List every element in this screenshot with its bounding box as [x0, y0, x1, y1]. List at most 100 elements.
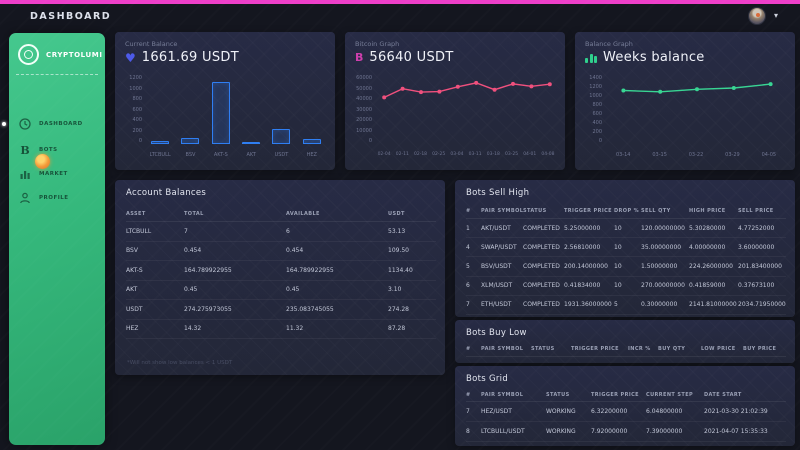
- x-tick: 03-18: [486, 152, 500, 157]
- cell: AKT-S: [126, 266, 143, 274]
- cell: 6.32200000: [591, 408, 628, 415]
- column-header: #: [466, 346, 471, 352]
- mini-bars-icon: [585, 53, 597, 63]
- y-tick: 20000: [356, 117, 372, 123]
- cell: COMPLETED: [523, 224, 560, 232]
- column-header: #: [466, 208, 471, 214]
- y-tick: 200: [132, 127, 142, 134]
- cell: 1931.36000000: [564, 301, 612, 309]
- cell: 0.45: [184, 286, 198, 294]
- card-label: Balance Graph: [585, 40, 633, 48]
- cell: 11.32: [286, 325, 304, 333]
- x-tick: AKT: [246, 152, 256, 158]
- bar-chart-icon: [20, 171, 30, 179]
- brand-name: CRYPTOLUMI: [46, 50, 103, 59]
- account-balances-table: ASSET TOTAL AVAILABLE USDT LTCBULL 7 6 53.13 BSV…: [126, 206, 436, 339]
- table-row: 4 SWAP/USDT COMPLETED 2.56810000 10 35.000000…: [466, 238, 786, 258]
- cell: 5.25000000: [564, 224, 601, 232]
- cell: 164.789922955: [286, 266, 334, 274]
- column-header: PAIR SYMBOL: [481, 391, 524, 398]
- column-header: TRIGGER PRICE: [571, 346, 619, 352]
- divider: [16, 74, 98, 75]
- cell: 2021-03-30 21:02:39: [704, 408, 768, 415]
- person-icon: [20, 192, 30, 204]
- sidebar-item-market[interactable]: MARKET: [9, 163, 105, 185]
- table-row: BSV 0.454 0.454 109.50: [126, 242, 436, 261]
- table-header-row: # PAIR SYMBOL STATUS TRIGGER PRICE INCR % BUY…: [466, 342, 786, 357]
- cell: HEZ/USDT: [481, 408, 512, 415]
- cell: 5.30280000: [689, 224, 726, 232]
- x-tick: 04-01: [523, 152, 537, 157]
- column-header: LOW PRICE: [701, 346, 736, 352]
- table-row: HEZ 14.32 11.32 87.28: [126, 320, 436, 339]
- cell: 7: [466, 301, 470, 309]
- table-row: 1 AKT/USDT COMPLETED 5.25000000 10 120.000000…: [466, 219, 786, 239]
- sidebar-item-bots[interactable]: B BOTS: [9, 139, 105, 161]
- cell: 274.28: [388, 305, 409, 313]
- cell: HEZ: [126, 325, 139, 333]
- cell: 7.92000000: [591, 428, 628, 435]
- table-header-row: ASSET TOTAL AVAILABLE USDT: [126, 206, 436, 222]
- cell: 6.04800000: [646, 408, 683, 415]
- x-tick: HEZ: [306, 152, 317, 158]
- cell: COMPLETED: [523, 282, 560, 290]
- x-tick: 03-29: [725, 152, 740, 158]
- cell: 7.39000000: [646, 428, 683, 435]
- panel-title: Bots Buy Low: [466, 328, 527, 338]
- chevron-down-icon[interactable]: ▾: [773, 11, 778, 20]
- column-header: CURRENT STEP: [646, 391, 694, 398]
- table-row: AKT-S 164.789922955 164.789922955 1134.40: [126, 261, 436, 281]
- x-axis: 02-04 02-11 02-18 02-25 03-04 03-11 03-18 03-25…: [375, 152, 557, 157]
- x-tick: 02-18: [413, 152, 428, 157]
- cell: 5: [614, 301, 618, 309]
- panel-title: Bots Grid: [466, 374, 509, 384]
- cell: 53.13: [388, 227, 406, 235]
- cell: SWAP/USDT: [481, 243, 517, 251]
- cell: 0.45: [286, 286, 300, 294]
- y-tick: 1000: [589, 93, 602, 99]
- column-header: TRIGGER PRICE: [564, 208, 612, 214]
- sidebar-item-label: DASHBOARD: [39, 121, 83, 127]
- cell: 274.275973055: [184, 305, 232, 313]
- cell: 35.00000000: [641, 243, 682, 251]
- sidebar-item-profile[interactable]: PROFILE: [9, 187, 105, 209]
- column-header: #: [466, 391, 471, 398]
- coin-icon: [35, 154, 50, 169]
- y-tick: 1400: [589, 75, 602, 81]
- sidebar-item-dashboard[interactable]: DASHBOARD: [9, 113, 105, 169]
- cell: 0.30000000: [641, 301, 678, 309]
- sidebar-item-label: MARKET: [39, 171, 68, 177]
- weeks-balance-line-chart: 1400 1200 1000 800 600 400 200 0 03-14 03-15 03-2…: [583, 75, 787, 159]
- cell: COMPLETED: [523, 301, 560, 309]
- sidebar-item-label: PROFILE: [39, 195, 69, 201]
- cell: 7: [466, 408, 470, 415]
- x-tick: 03-14: [615, 152, 631, 158]
- page-title: DASHBOARD: [30, 11, 112, 22]
- table-row: 8 LTCBULL/USDT WORKING 7.92000000 7.39000000…: [466, 422, 786, 442]
- column-header: BUY PRICE: [743, 346, 777, 352]
- y-tick: 10000: [356, 127, 372, 134]
- table-row: LTCBULL 7 6 53.13: [126, 222, 436, 242]
- bar: [242, 142, 261, 144]
- x-tick: 03-25: [504, 152, 519, 157]
- x-tick: LTCBULL: [149, 152, 171, 158]
- cell: AKT/USDT: [481, 224, 511, 232]
- line-plot: [621, 82, 773, 94]
- bitcoin-line-chart: 60000 50000 40000 30000 20000 10000 0 02-04 02-…: [353, 76, 557, 158]
- cell: 6: [286, 227, 290, 235]
- brand-row: CRYPTOLUMI: [9, 33, 105, 74]
- bitcoin-b-icon: B: [20, 143, 30, 157]
- y-axis: 1200 1000 800 600 400 200 0: [123, 76, 145, 144]
- cell: WORKING: [546, 408, 576, 415]
- balance-graph-card: Balance Graph Weeks balance 1400 1200 1000…: [575, 32, 795, 170]
- bitcoin-graph-card: Bitcoin Graph B 56640 USDT 60000 50000 400…: [345, 32, 565, 170]
- column-header: STATUS: [546, 391, 570, 398]
- bots-buy-low-table: # PAIR SYMBOL STATUS TRIGGER PRICE INCR % BUY…: [466, 342, 786, 357]
- table-row: USDT 274.275973055 235.083745055 274.28: [126, 300, 436, 320]
- y-tick: 400: [592, 120, 602, 126]
- user-avatar[interactable]: [748, 7, 766, 25]
- cell: 0.454: [286, 247, 304, 255]
- cell: 0.41859000: [689, 282, 726, 290]
- bar: [211, 81, 230, 144]
- column-header: INCR %: [628, 346, 651, 352]
